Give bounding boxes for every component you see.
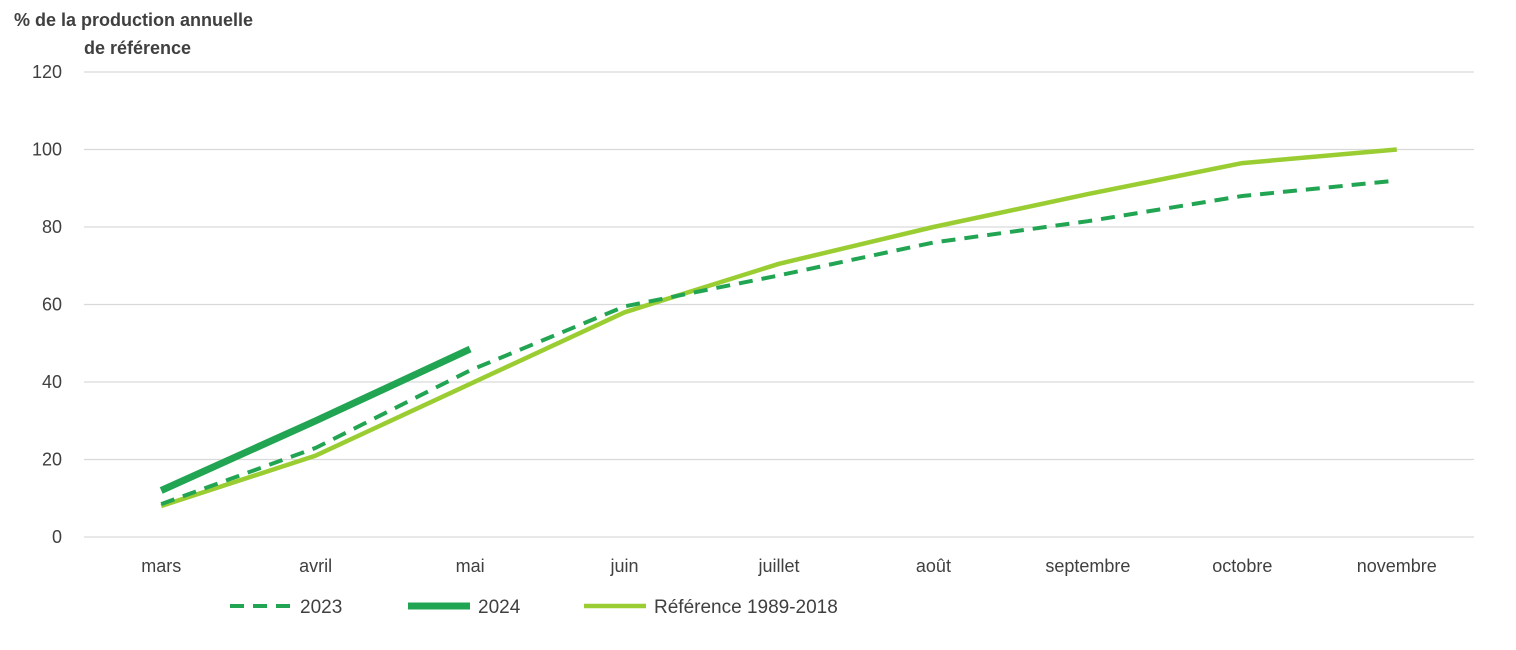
y-tick-label: 20 [42,450,62,470]
y-tick-label: 60 [42,295,62,315]
y-axis-ticks: 0 20 40 60 80 100 120 [32,62,62,547]
x-tick-label: juin [610,556,639,576]
x-tick-label: juillet [757,556,799,576]
series-line-r-f-rence-1989-2018 [160,147,1397,509]
y-axis-title-line-2: de référence [84,38,191,58]
x-tick-label: mai [456,556,485,576]
series-line-2024 [159,345,472,494]
gridlines [84,71,1474,538]
y-tick-label: 100 [32,140,62,160]
x-tick-label: novembre [1357,556,1437,576]
x-axis-ticks: mars avril mai juin juillet août septembre octo… [141,556,1437,576]
y-tick-label: 120 [32,62,62,82]
x-tick-label: octobre [1212,556,1272,576]
y-tick-label: 40 [42,372,62,392]
legend-label: Référence 1989-2018 [654,597,838,618]
legend-label: 2023 [300,597,342,618]
y-axis-title-line-1: % de la production annuelle [14,10,253,30]
legend: 2023 2024 Référence 1989-2018 [230,597,838,618]
x-tick-label: avril [299,556,332,576]
y-tick-label: 80 [42,217,62,237]
series-lines [159,147,1397,509]
x-tick-label: mars [141,556,181,576]
x-tick-label: septembre [1045,556,1130,576]
y-tick-label: 0 [52,527,62,547]
x-tick-label: août [916,556,951,576]
series-line-2023 [160,178,1397,506]
legend-label: 2024 [478,597,521,618]
